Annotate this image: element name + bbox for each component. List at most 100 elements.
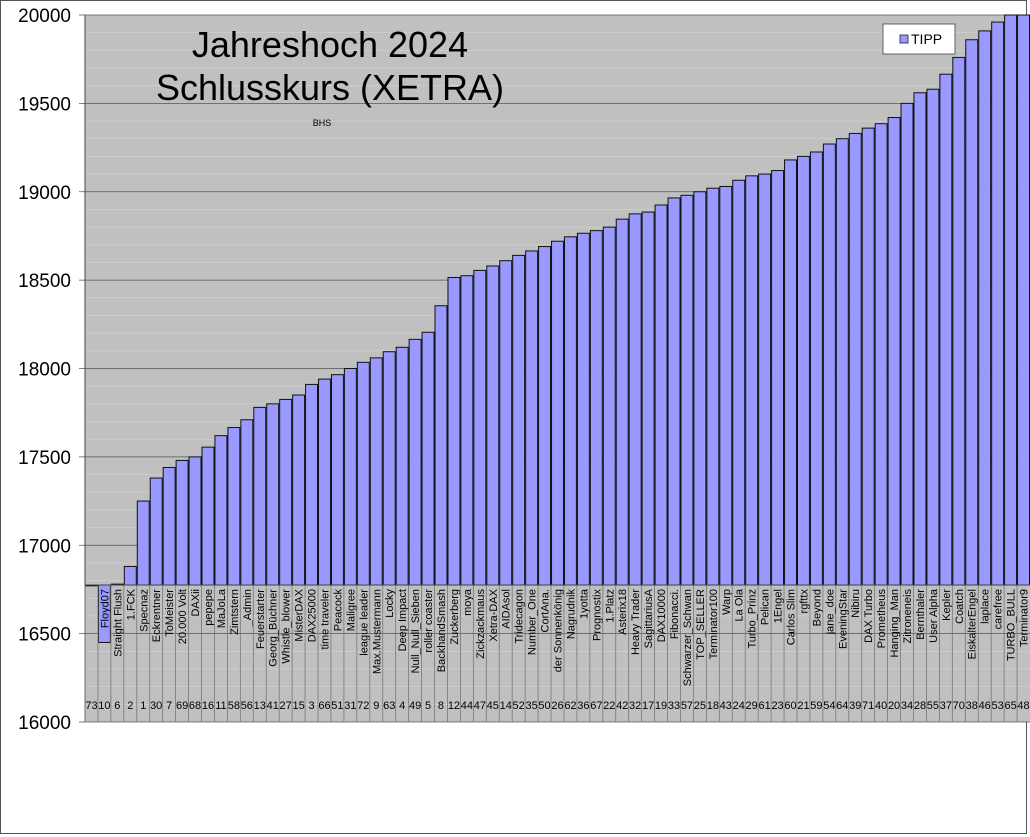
bar [732, 179, 746, 586]
category-label: Zimtstern [229, 589, 241, 635]
bar [356, 361, 370, 586]
category-id: 62 [564, 700, 576, 712]
bar [654, 204, 668, 586]
bar [1017, 14, 1030, 586]
bar [279, 398, 293, 586]
category-id: 6 [114, 700, 120, 712]
bar [136, 500, 150, 586]
legend: TIPP [882, 23, 956, 55]
bar [576, 232, 590, 586]
y-tick-label: 17500 [18, 448, 71, 469]
category-id: 2 [127, 700, 133, 712]
category-label: Xetra-DAX [488, 588, 500, 641]
category-id: 21 [797, 700, 809, 712]
category-id: 49 [409, 700, 421, 712]
bar [965, 39, 979, 586]
bar [978, 30, 992, 586]
category-label: Terminator100 [708, 589, 720, 659]
bar [991, 21, 1005, 586]
category-id: 16 [202, 700, 214, 712]
bar [706, 187, 720, 586]
category-id: 23 [771, 700, 783, 712]
bar [1004, 14, 1018, 586]
bar [149, 477, 163, 586]
bar [628, 213, 642, 586]
category-id: 1 [140, 700, 146, 712]
bar [162, 466, 176, 586]
category-label: Prometheus [876, 589, 888, 649]
legend-box [882, 23, 956, 55]
category-id: 38 [966, 700, 978, 712]
bar [447, 276, 461, 586]
category-label: Null_Null_Sieben [410, 589, 422, 673]
bar [809, 151, 823, 586]
category-id: 54 [823, 700, 835, 712]
category-label: BackhandSmash [436, 589, 448, 672]
category-id: 10 [98, 700, 110, 712]
bar [900, 102, 914, 586]
category-label: pepepe [203, 589, 215, 626]
bar [874, 123, 888, 586]
category-id: 33 [668, 700, 680, 712]
category-id: 65 [1004, 700, 1016, 712]
category-id: 25 [694, 700, 706, 712]
category-label: DAX10000 [656, 589, 668, 642]
bar [913, 92, 927, 586]
category-id: 22 [603, 700, 615, 712]
bar [343, 368, 357, 586]
category-id: 52 [513, 700, 525, 712]
y-tick-label: 16000 [18, 713, 71, 734]
category-id: 50 [538, 700, 550, 712]
category-label: Eckrentner [151, 589, 163, 643]
bar [227, 427, 241, 586]
y-tick-label: 19000 [18, 183, 71, 204]
category-label: Prognostix [591, 589, 603, 641]
category-label: Tridecagon [514, 589, 526, 644]
category-id: 17 [642, 700, 654, 712]
y-tick-label: 18500 [18, 271, 71, 292]
category-label: carefree [993, 589, 1005, 629]
category-label: MisterDAX [294, 588, 306, 641]
category-id: 67 [590, 700, 602, 712]
category-label: Feuerstarter [255, 589, 267, 649]
category-label: AIDAsol [501, 589, 513, 629]
category-label: 1.Platz [604, 589, 616, 623]
bar [214, 435, 228, 586]
category-label: Number_One [527, 589, 539, 655]
category-id: 28 [914, 700, 926, 712]
bar [305, 383, 319, 586]
bar [784, 159, 797, 586]
category-id: 12 [448, 700, 460, 712]
category-label: Schwarzer_Schwan [682, 589, 694, 686]
category-label: Straight Flush [112, 589, 124, 657]
category-id: 31 [344, 700, 356, 712]
category-label: moya [462, 588, 474, 616]
category-label: Floyd07 [99, 589, 111, 628]
category-label: Locky [384, 589, 396, 618]
bar [486, 265, 500, 586]
category-id: 60 [784, 700, 796, 712]
bar [745, 175, 759, 586]
category-id: 46 [979, 700, 991, 712]
category-id: 70 [953, 700, 965, 712]
bar [680, 194, 694, 586]
bar [615, 218, 629, 586]
category-label: Turbo_Prinz [747, 589, 759, 649]
category-label: Hanging_Man [889, 589, 901, 658]
bar [822, 143, 836, 586]
bar [460, 275, 474, 586]
category-id: 41 [267, 700, 279, 712]
category-label: Beyond [811, 589, 823, 626]
category-label: Peacock [332, 589, 344, 632]
category-label: Asterix18 [617, 589, 629, 635]
category-id: 51 [331, 700, 343, 712]
category-label: Warp [721, 589, 733, 615]
category-id: 20 [888, 700, 900, 712]
category-label: EveningStar [837, 589, 849, 649]
category-id: 69 [176, 700, 188, 712]
category-id: 4 [399, 700, 405, 712]
category-label: Zuckerberg [449, 589, 461, 645]
category-label: 1yotta [578, 588, 590, 619]
category-label: Specnaz [138, 589, 150, 632]
bar [952, 56, 966, 586]
